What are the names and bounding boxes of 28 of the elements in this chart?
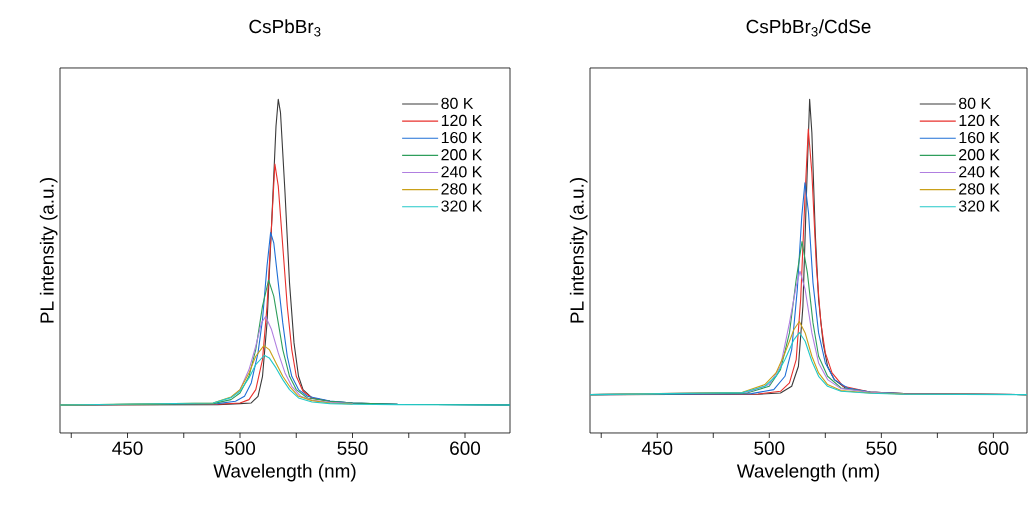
chart-title: CsPbBr$_{3}$ bbox=[249, 19, 321, 37]
legend-label: 160 K bbox=[959, 131, 1000, 144]
y-axis-title: PL intensity (a.u.) bbox=[569, 178, 588, 323]
legend-label: 320 K bbox=[958, 200, 1000, 212]
legend-label: 240 K bbox=[441, 166, 483, 178]
legend-label: 200 K bbox=[441, 149, 483, 161]
legend-label: 120 K bbox=[441, 114, 483, 127]
legend-label: 80 K bbox=[441, 97, 474, 110]
x-tick-label: 550 bbox=[866, 441, 897, 455]
legend-label: 320 K bbox=[441, 200, 483, 212]
legend-label: 160 K bbox=[441, 131, 483, 144]
x-tick-label: 500 bbox=[224, 441, 256, 455]
legend-label: 200 K bbox=[959, 149, 1000, 161]
x-tick-label: 450 bbox=[641, 441, 673, 455]
x-axis-title: Wavelength (nm) bbox=[736, 463, 880, 482]
legend-label: 80 K bbox=[959, 97, 991, 110]
x-tick-label: 600 bbox=[978, 441, 1009, 455]
x-axis-title: Wavelength (nm) bbox=[213, 463, 356, 482]
x-tick-label: 450 bbox=[112, 441, 143, 455]
legend-label: 240 K bbox=[959, 166, 1000, 178]
x-tick-label: 550 bbox=[337, 441, 368, 455]
x-tick-label: 600 bbox=[450, 441, 481, 455]
x-tick-label: 500 bbox=[754, 441, 785, 455]
legend-label: 280 K bbox=[441, 183, 483, 195]
legend-label: 120 K bbox=[959, 114, 1000, 127]
y-axis-title: PL intensity (a.u.) bbox=[39, 178, 58, 323]
legend-label: 280 K bbox=[959, 183, 1000, 195]
chart-title: CsPbBr$_{3}$/CdSe bbox=[746, 19, 871, 37]
